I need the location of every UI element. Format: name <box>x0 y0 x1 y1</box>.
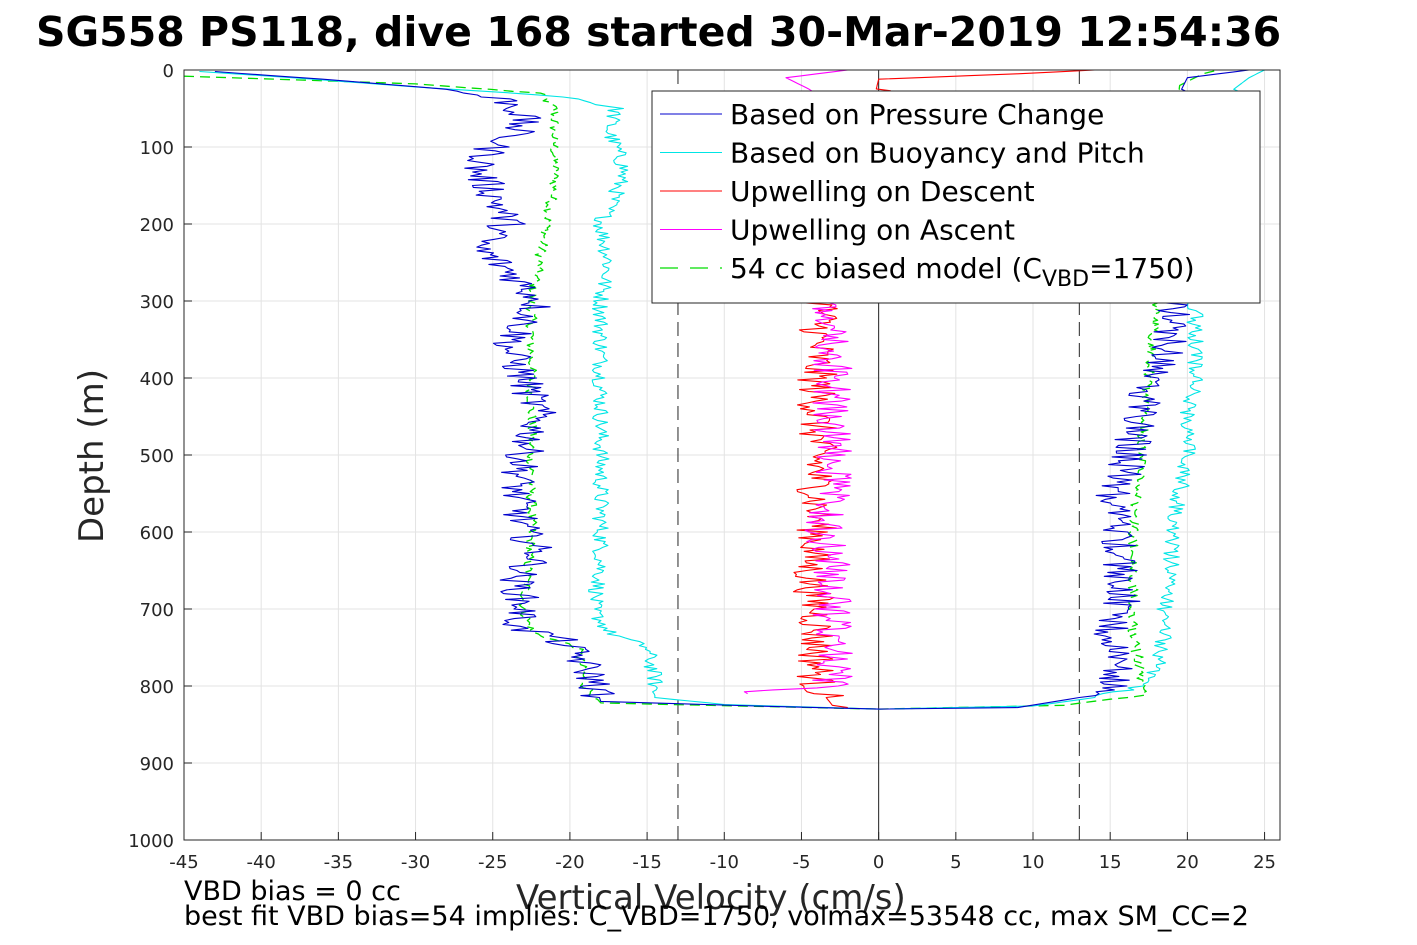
legend-label: Based on Buoyancy and Pitch <box>730 137 1145 170</box>
x-tick-label: -45 <box>169 852 198 873</box>
series-line-4-1 <box>878 69 1219 710</box>
y-tick-label: 400 <box>140 369 174 390</box>
y-tick-labels: 0 100 200 300 400 500 600 700 800 900 1000 <box>128 61 174 852</box>
y-tick-label: 1000 <box>128 831 174 852</box>
y-tick-label: 700 <box>140 600 174 621</box>
x-tick-label: 25 <box>1253 852 1276 873</box>
x-tick-label: -25 <box>478 852 507 873</box>
x-tick-label: -5 <box>792 852 810 873</box>
legend: Based on Pressure Change Based on Buoyanc… <box>651 90 1261 304</box>
x-tick-label: 10 <box>1022 852 1045 873</box>
x-tick-label: -10 <box>710 852 739 873</box>
chart-title: SG558 PS118, dive 168 started 30-Mar-201… <box>36 8 1282 56</box>
x-tick-labels: -45 -40 -35 -30 -25 -20 -15 -10 -5 0 5 10 15 20 25 <box>169 852 1276 873</box>
series-line-0-0 <box>214 70 879 710</box>
footer-vbd-bias: VBD bias = 0 cc <box>184 876 401 907</box>
x-tick-label: -30 <box>401 852 430 873</box>
legend-label: Based on Pressure Change <box>730 98 1104 131</box>
y-axis-label: Depth (m) <box>72 368 112 544</box>
x-tick-label: 5 <box>950 852 961 873</box>
x-tick-label: 15 <box>1099 852 1122 873</box>
axes-box <box>183 69 1281 841</box>
y-tick-label: 900 <box>140 754 174 775</box>
x-tick-label: -35 <box>324 852 353 873</box>
x-tick-label: 0 <box>873 852 884 873</box>
y-tick-label: 100 <box>140 138 174 159</box>
y-tick-label: 0 <box>163 61 174 82</box>
x-tick-label: -40 <box>246 852 275 873</box>
x-axis-label: Vertical Velocity (cm/s) <box>516 878 906 918</box>
footer-best-fit: best fit VBD bias=54 implies: C_VBD=1750… <box>184 901 1249 932</box>
x-tick-label: 20 <box>1176 852 1199 873</box>
y-tick-label: 600 <box>140 523 174 544</box>
legend-label: Upwelling on Ascent <box>730 214 1015 247</box>
y-tick-label: 300 <box>140 292 174 313</box>
series-line-1-0 <box>199 70 879 710</box>
legend-box <box>651 90 1261 304</box>
y-tick-label: 200 <box>140 215 174 236</box>
legend-label: Upwelling on Descent <box>730 175 1035 208</box>
x-tick-label: -15 <box>632 852 661 873</box>
y-tick-label: 800 <box>140 677 174 698</box>
y-tick-label: 500 <box>140 446 174 467</box>
x-tick-label: -20 <box>555 852 584 873</box>
